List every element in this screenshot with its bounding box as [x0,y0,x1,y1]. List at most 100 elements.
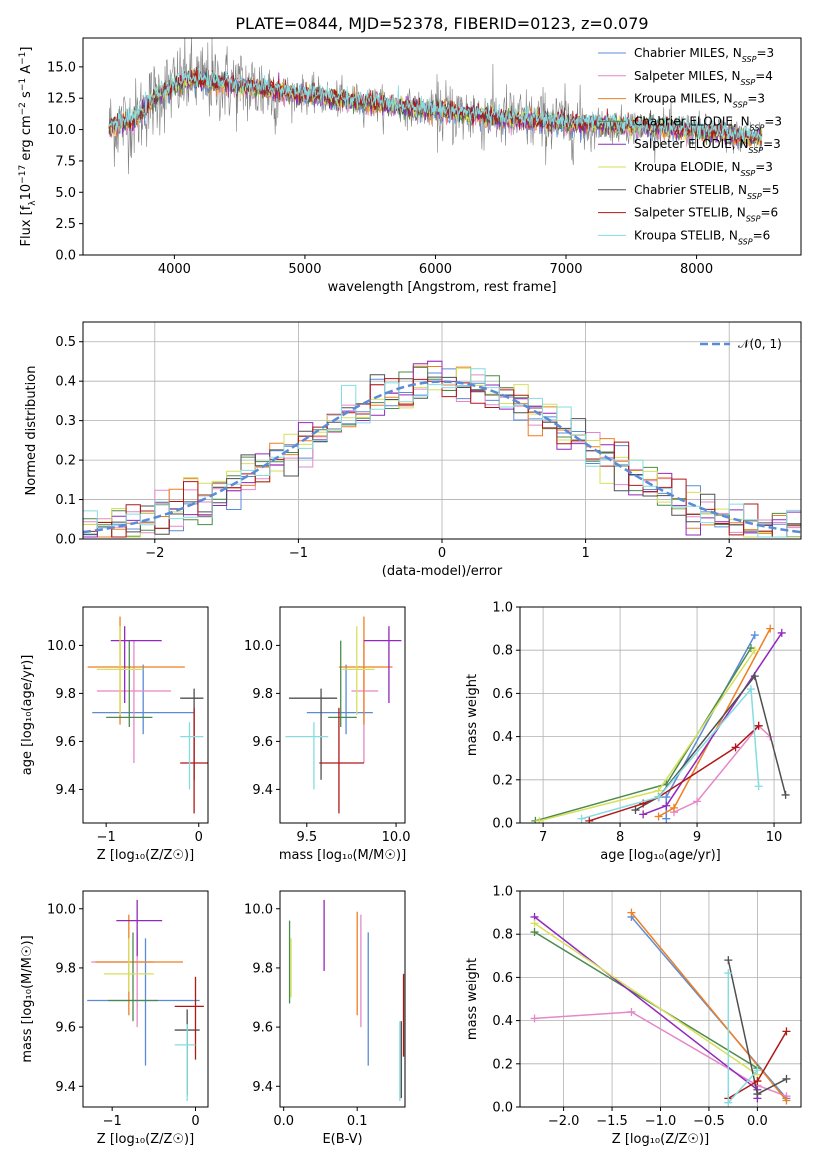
age_vs_mass-axes: 9.5 10.0 9.4 9.6 9.8 10.0 mass [log₁₀(M/M☉)] [244,639,411,863]
y-tick-label: 0.1 [55,493,76,508]
residuals-axes: −2 −1 0 1 2 0.0 0.1 0.2 0.3 0.4 0.5 (data-model)/er… [24,322,801,579]
mass-weight-marker [753,1090,762,1099]
x-tick-label: 0.0 [747,1114,768,1129]
figure-title: PLATE=0844, MJD=52378, FIBERID=0123, z=0… [235,14,648,33]
mass-weight-marker [693,797,702,806]
mass-weight-marker [782,1096,791,1105]
mass-weight-marker [669,803,678,812]
x-axis-label: E(B-V) [322,1132,362,1147]
y-tick-label: 10.0 [47,902,76,917]
y-tick-label: 0.0 [492,817,513,832]
y-label-part: λ [28,200,38,206]
y-tick-label: 0.6 [492,971,513,986]
y-tick-label: 9.6 [252,735,273,750]
legend-text-part: =3 [756,46,774,60]
weight_vs_Z-frame [519,890,802,1108]
y-tick-label: 0.0 [55,533,76,548]
y-label-part: Flux [f [19,205,34,246]
residual-histogram-step [83,378,801,538]
legend-entry: Chabrier ELODIE, NSSP=3 [634,114,782,131]
y-label-part: ] [19,47,34,52]
mass-weight-marker [631,806,640,815]
mass_vs_Z-frame [82,890,209,1108]
y-tick-label: 0.3 [55,414,76,429]
mass-weight-marker [766,624,775,633]
mass-weight-marker [627,908,636,917]
y-label-part: s [19,91,34,102]
mass-weight-marker [782,1074,791,1083]
residual-histogram-step [83,360,801,538]
y-tick-label: 0.2 [492,1057,513,1072]
x-tick-label: 0.0 [273,1114,294,1129]
x-tick-label: −1.5 [596,1114,628,1129]
legend-text-part: Salpeter MILES, N [634,69,741,83]
mass-weight-marker [724,956,733,965]
mass-weight-line [534,1011,787,1097]
legend-entry: Kroupa ELODIE, NSSP=3 [634,160,773,178]
weight_vs_Z-plot-area [530,908,791,1107]
y-label-part: −17 [18,165,28,184]
x-axis-label: Z [log₁₀(Z/Z☉)] [612,1132,709,1147]
mass_vs_Z-plot-area [87,899,204,1102]
x-axis-label: Z [log₁₀(Z/Z☉)] [97,848,194,863]
legend-entry: Chabrier MILES, NSSP=3 [634,46,774,64]
y-tick-label: 9.8 [252,687,273,702]
x-tick-label: −1 [97,830,116,845]
mass_vs_ebv-frame [279,890,406,1108]
legend-text-part: =3 [763,137,781,151]
y-tick-label: 0.4 [55,375,76,390]
mass_vs_ebv-plot-area [288,899,405,1102]
y-tick-label: 0.4 [492,730,513,745]
legend-text-part: Kroupa MILES, N [634,92,733,106]
mass-weight-marker [535,816,544,823]
legend-text-part: SSP [746,214,761,223]
legend-text-part: SSP [741,77,756,86]
y-tick-label: 9.6 [252,1021,273,1036]
y-label-part: A [19,65,34,78]
mass-weight-marker [662,793,671,802]
mass-weight-marker [777,628,786,637]
mass-weight-marker [754,721,763,730]
y-tick-label: 10.0 [244,902,273,917]
y-label-part: −1 [18,78,28,91]
mass-weight-marker [753,1077,762,1086]
mass-weight-marker [746,685,755,694]
x-tick-label: −1 [289,546,308,561]
y-axis-label: age [log₁₀(age/yr)] [20,655,35,776]
legend-entry: Kroupa STELIB, NSSP=6 [634,228,770,246]
y-label-part: −2 [18,102,28,115]
x-tick-label: 0 [191,1114,199,1129]
legend-text-part: SSP [742,55,757,64]
mass-weight-marker [662,801,671,810]
y-axis-label: mass weight [465,674,480,756]
age_vs_Z-axes: −1 0 9.4 9.6 9.8 10.0 Z [log₁₀(Z/Z☉)] age [log₁… [20,639,203,863]
x-tick-label: 7000 [549,262,582,277]
y-tick-label: 0.0 [492,1101,513,1116]
y-tick-label: 0.0 [55,249,76,264]
legend-text-part: SSP [748,146,763,155]
mass-weight-marker [654,793,663,802]
legend-entry: Salpeter MILES, NSSP=4 [634,69,773,87]
mass-weight-marker [724,1098,733,1107]
spectrum-frame [82,37,802,256]
y-tick-label: 0.8 [492,644,513,659]
y-tick-label: 9.4 [252,783,273,798]
age_vs_mass-plot-area [285,616,402,814]
x-axis-label: Z [log₁₀(Z/Z☉)] [97,1132,194,1147]
age_vs_Z-plot-area [87,616,208,814]
mass-weight-line [539,649,756,822]
mass-weight-marker [530,919,539,928]
x-tick-label: 5000 [288,262,321,277]
y-label-part: erg cm [19,115,34,164]
y-tick-label: 9.6 [55,735,76,750]
normal-curve-line [83,380,801,534]
spectrum-plot-area [108,38,763,175]
mass_vs_Z-axes: −1 0 9.4 9.6 9.8 10.0 Z [log₁₀(Z/Z☉)] mass [log… [20,902,200,1147]
mass-weight-line [642,632,783,816]
y-tick-label: 9.4 [252,1080,273,1095]
legend-text-part: SSP [741,169,756,178]
weight_vs_age-plot-area [531,624,790,823]
legend-text-part: Chabrier ELODIE, N [634,114,750,128]
